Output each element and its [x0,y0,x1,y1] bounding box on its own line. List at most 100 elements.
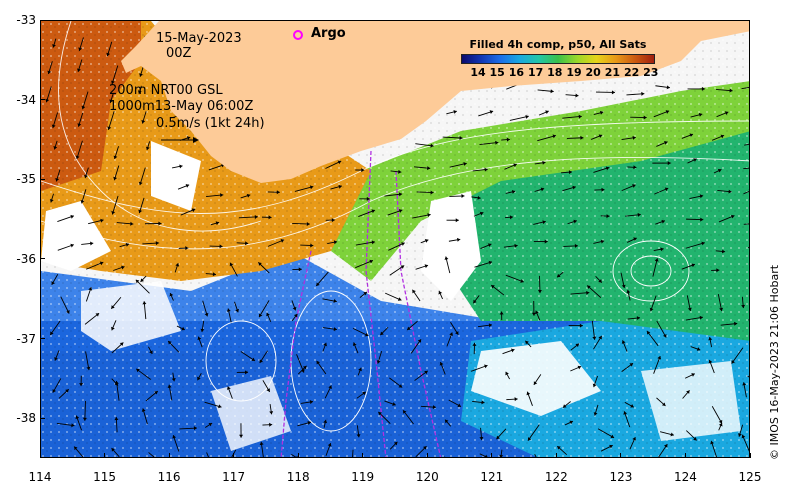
current-vector [537,135,557,142]
current-vector-head [537,290,542,294]
current-vector-head [661,402,666,406]
x-tick-mark [426,453,428,458]
current-vector-head [485,454,488,457]
current-vector [355,260,374,269]
current-vector [731,347,744,364]
current-vector-head [463,162,467,166]
current-vector-head [218,404,222,409]
current-vector-head [296,455,298,457]
current-vector-head [689,133,693,138]
current-vector-head [661,219,665,224]
current-vector-head [220,193,224,198]
current-vector [258,300,270,318]
current-vector-head [430,143,434,148]
current-vector-head [185,246,189,251]
current-vector [82,91,89,110]
current-vector [148,452,155,457]
sst-map [41,21,749,457]
current-vector-head [54,357,58,361]
current-vector-head [691,263,695,268]
current-vector-head [599,110,604,115]
current-vector-head [621,284,626,289]
current-vector-head [333,240,338,245]
current-vector-head [646,331,651,335]
current-vector-head [316,282,320,286]
current-vector-head [505,371,509,376]
current-vector-head [457,403,461,407]
colorbar-tick-15: 15 [489,66,505,79]
current-vector-head [327,443,332,447]
current-vector-head [136,368,140,373]
current-vector [412,214,431,219]
current-vector-head [701,86,705,91]
current-vector-head [82,417,87,421]
current-vector-head [323,419,328,424]
y-tick-label--35: -35 [16,172,36,187]
current-vector-head [535,310,539,315]
current-vector-head [113,155,118,160]
y-tick-mark [40,178,45,180]
current-vector-head [171,378,176,382]
current-vector-head [520,279,524,283]
current-vector-head [310,243,314,248]
current-vector-head [138,209,143,214]
colorbar-tick-19: 19 [566,66,582,79]
current-vector-head [533,381,538,385]
current-vector-head [70,214,74,219]
current-vector-head [125,242,130,247]
current-vector-head [700,217,704,222]
current-vector-head [531,312,536,316]
current-vector-head [575,343,580,348]
colorbar [461,54,655,64]
current-vector [534,454,537,457]
current-vector [653,355,661,374]
current-vector-head [119,342,124,346]
current-vector-head [621,340,626,344]
current-vector [743,190,749,195]
eddy-contour-4 [205,320,277,402]
current-vector-head [721,249,726,254]
current-vector-head [598,279,602,283]
current-vector-head [487,243,492,248]
current-vector-head [179,164,183,169]
current-vector-head [444,256,449,260]
current-vector-head [654,258,659,262]
current-vector-head [511,189,516,194]
colorbar-tick-18: 18 [547,66,563,79]
current-vector-head [513,163,517,168]
current-vector-head [239,434,244,438]
current-vector-head [269,411,274,415]
x-tick-label-120: 120 [415,470,439,484]
current-vector-head [701,241,705,246]
current-vector-head [696,347,701,351]
current-vector-head [52,389,57,393]
current-vector [741,86,749,90]
current-vector-head [544,239,548,244]
current-vector-head [670,432,674,437]
current-vector-head [398,192,403,197]
current-vector-head [155,241,159,246]
current-vector-head [601,187,605,192]
current-vector-head [53,146,58,150]
current-vector-head [748,189,749,191]
current-vector-head [142,301,147,305]
current-vector-head [633,165,637,170]
current-vector-head [455,331,459,335]
current-vector [107,111,115,130]
current-vector-head [172,435,177,439]
current-vector-head [145,146,150,151]
colorbar-tick-21: 21 [604,66,621,79]
current-vector-head [393,441,398,446]
current-vector [570,292,590,295]
current-vector [135,279,150,294]
current-vector-head [550,89,554,94]
current-vector-head [75,415,80,420]
current-vector-head [605,166,610,171]
x-tick-mark [233,453,235,458]
x-tick-mark [39,453,41,458]
current-vector-head [557,446,561,450]
current-vector-head [141,119,146,124]
current-vector-head [55,178,60,182]
y-tick-label--37: -37 [16,331,36,346]
cloud-gap-6 [641,361,741,441]
